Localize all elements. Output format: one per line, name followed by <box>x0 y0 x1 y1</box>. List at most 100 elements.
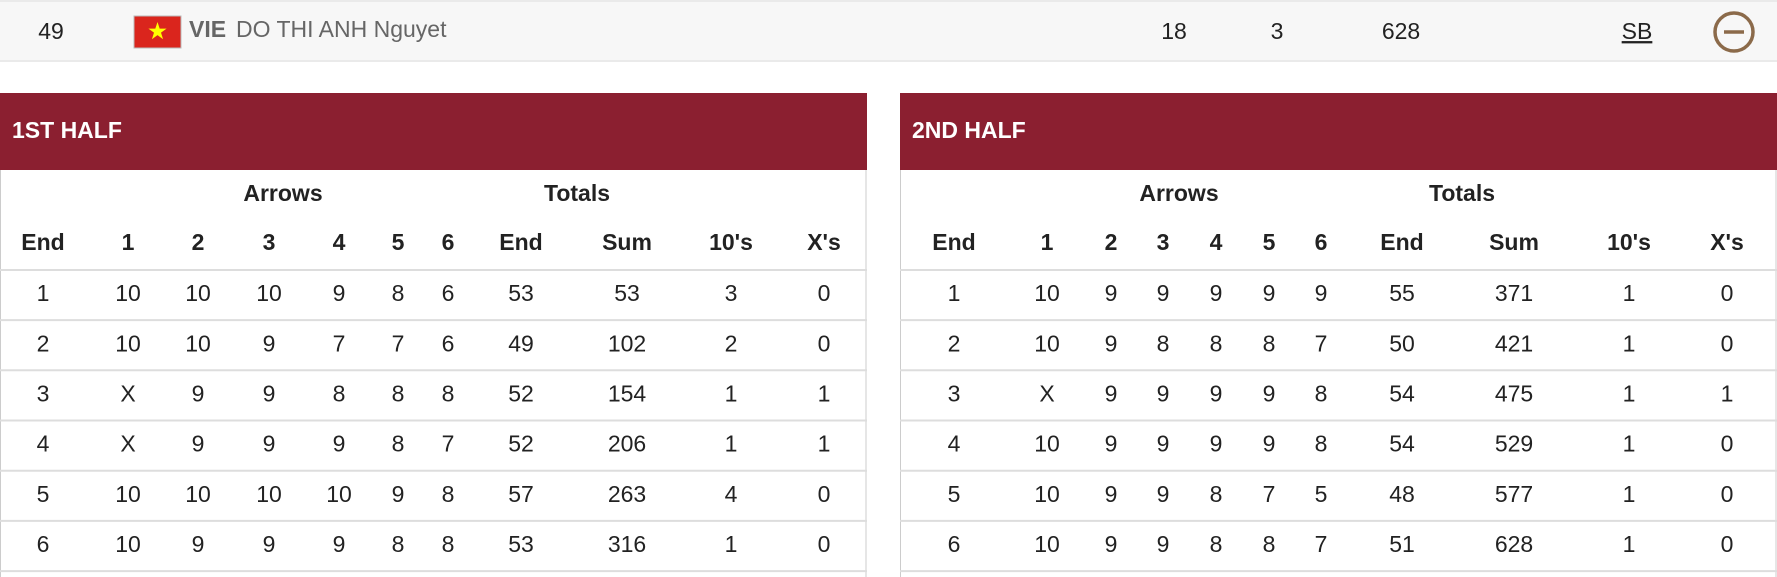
cell: 9 <box>263 531 276 557</box>
cell: 8 <box>1263 531 1276 557</box>
cell: 10 <box>115 330 141 356</box>
cell: 577 <box>1495 481 1533 507</box>
cell: 10 <box>1034 531 1060 557</box>
column-header: 3 <box>1157 229 1170 255</box>
column-header: X's <box>1710 229 1744 255</box>
column-header: 10's <box>709 229 753 255</box>
cell: 8 <box>392 531 405 557</box>
half-title: 2ND HALF <box>912 117 1026 143</box>
cell: 8 <box>442 481 455 507</box>
cell: 9 <box>263 380 276 406</box>
cell: 421 <box>1495 330 1533 356</box>
cell: 51 <box>1389 531 1415 557</box>
cell: 1 <box>725 431 738 457</box>
cell: 54 <box>1389 380 1415 406</box>
cell: 2 <box>948 330 961 356</box>
cell: 50 <box>1389 330 1415 356</box>
cell: 4 <box>948 431 961 457</box>
column-header: 4 <box>333 229 346 255</box>
cell: 9 <box>263 431 276 457</box>
cell: 7 <box>1315 531 1328 557</box>
cell: 8 <box>1210 481 1223 507</box>
cell: 0 <box>818 330 831 356</box>
cell: 9 <box>1263 280 1276 306</box>
column-header: 1 <box>1041 229 1054 255</box>
column-header: 2 <box>192 229 205 255</box>
cell: 9 <box>1105 431 1118 457</box>
cell: 9 <box>1105 280 1118 306</box>
column-header: 6 <box>442 229 455 255</box>
cell: 10 <box>326 481 352 507</box>
cell: 49 <box>508 330 534 356</box>
cell: 9 <box>1263 431 1276 457</box>
column-header: 10's <box>1607 229 1651 255</box>
tens: 18 <box>1161 18 1187 44</box>
cell: 9 <box>192 380 205 406</box>
cell: 7 <box>442 431 455 457</box>
cell: 10 <box>1034 431 1060 457</box>
cell: 7 <box>1315 330 1328 356</box>
cell: 1 <box>1623 531 1636 557</box>
cell: 9 <box>1105 380 1118 406</box>
cell: 4 <box>37 431 50 457</box>
cell: 102 <box>608 330 646 356</box>
cell: 9 <box>1157 481 1170 507</box>
cell: 10 <box>115 481 141 507</box>
cell: 0 <box>1721 280 1734 306</box>
athlete-name: DO THI ANH Nguyet <box>236 16 447 42</box>
cell: 5 <box>37 481 50 507</box>
cell: 10 <box>1034 280 1060 306</box>
half-header <box>900 93 1777 170</box>
column-header: 1 <box>122 229 135 255</box>
collapse-button[interactable] <box>1713 11 1755 53</box>
cell: 206 <box>608 431 646 457</box>
cell: 9 <box>192 531 205 557</box>
cell: 1 <box>948 280 961 306</box>
cell: 6 <box>442 330 455 356</box>
cell: 1 <box>818 380 831 406</box>
cell: 9 <box>1210 431 1223 457</box>
cell: 8 <box>442 380 455 406</box>
cell: 1 <box>1623 280 1636 306</box>
cell: 10 <box>185 330 211 356</box>
cell: 7 <box>392 330 405 356</box>
score: 628 <box>1382 18 1420 44</box>
cell: 1 <box>37 280 50 306</box>
cell: 8 <box>442 531 455 557</box>
cell: 9 <box>1157 280 1170 306</box>
column-header: X's <box>807 229 841 255</box>
cell: 9 <box>1157 431 1170 457</box>
cell: X <box>1039 380 1054 406</box>
cell: 9 <box>263 330 276 356</box>
cell: 1 <box>1623 431 1636 457</box>
cell: 3 <box>37 380 50 406</box>
cell: 9 <box>333 280 346 306</box>
cell: 8 <box>1210 531 1223 557</box>
column-header: 4 <box>1210 229 1223 255</box>
cell: 2 <box>725 330 738 356</box>
cell: 0 <box>1721 531 1734 557</box>
cell: 9 <box>1210 280 1223 306</box>
cell: 1 <box>818 431 831 457</box>
flag <box>133 15 182 49</box>
cell: 263 <box>608 481 646 507</box>
cell: 10 <box>256 481 282 507</box>
column-header: 5 <box>1263 229 1276 255</box>
cell: 57 <box>508 481 534 507</box>
cell: 8 <box>392 380 405 406</box>
group-header: Arrows <box>243 180 322 206</box>
cell: 2 <box>37 330 50 356</box>
cell: 6 <box>948 531 961 557</box>
column-header: End <box>499 229 542 255</box>
cell: 529 <box>1495 431 1533 457</box>
cell: 0 <box>818 481 831 507</box>
cell: 1 <box>725 531 738 557</box>
cell: 10 <box>185 481 211 507</box>
cell: 52 <box>508 431 534 457</box>
column-header: 6 <box>1315 229 1328 255</box>
cell: 9 <box>333 431 346 457</box>
column-header: End <box>1380 229 1423 255</box>
column-header: Sum <box>602 229 652 255</box>
